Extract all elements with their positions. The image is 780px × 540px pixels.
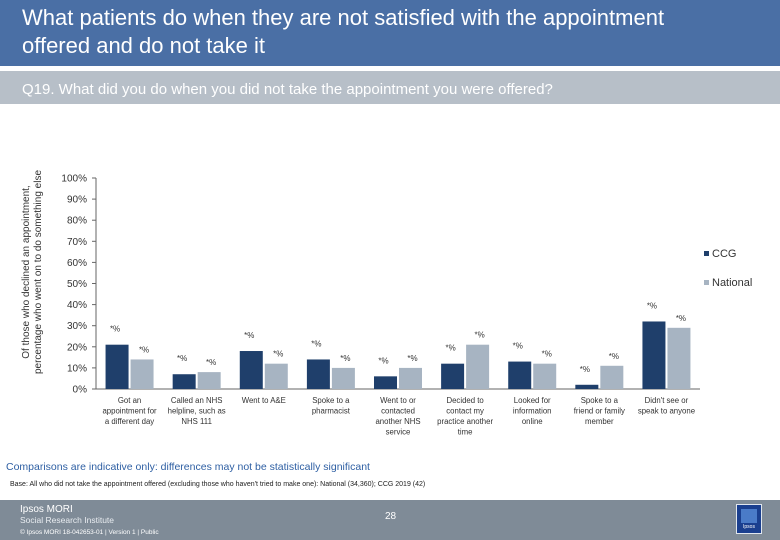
bar-ccg <box>575 384 599 389</box>
bar-ccg <box>172 374 196 389</box>
data-label-national: *% <box>273 350 283 359</box>
data-label-ccg: *% <box>580 365 590 374</box>
legend-label-national: National <box>712 277 752 289</box>
bar-national <box>399 367 422 389</box>
bar-national <box>667 327 691 389</box>
bar-ccg <box>508 361 532 389</box>
base-note: Base: All who did not take the appointme… <box>10 481 426 488</box>
data-label-national: *% <box>609 352 619 361</box>
bar-chart: 0% 10% 20% 30% 40% 50% 60% 70% 80% 90% 100% *% *% Got… <box>61 174 752 437</box>
comparison-note: Comparisons are indicative only: differe… <box>6 461 370 473</box>
category-label: information <box>513 407 552 416</box>
bar-ccg <box>239 351 263 389</box>
bar-ccg <box>374 376 397 389</box>
page-title: What patients do when they are not satis… <box>22 5 665 58</box>
bar-ccg <box>441 363 465 389</box>
data-label-ccg: *% <box>311 339 321 348</box>
category-label: helpline, such as <box>168 407 226 416</box>
bar-national <box>130 359 154 389</box>
brand-name: Ipsos MORI <box>20 504 73 515</box>
category-label: another NHS <box>375 417 420 426</box>
y-tick-label: 70% <box>67 237 87 248</box>
data-label-ccg: *% <box>513 342 523 351</box>
data-label-ccg: *% <box>244 331 254 340</box>
question-bar: Q19. What did you do when you did not ta… <box>0 71 780 104</box>
page-number: 28 <box>385 511 397 522</box>
category-label: Spoke to a <box>581 396 619 405</box>
y-tick-label: 10% <box>67 363 87 374</box>
brand-logo: Ipsos MORI Social Research Institute <box>20 504 114 526</box>
y-tick-label: 40% <box>67 300 87 311</box>
footer-bar: Ipsos MORI Social Research Institute © I… <box>0 500 780 540</box>
y-tick-label: 100% <box>61 174 87 185</box>
bar-ccg <box>642 321 666 389</box>
category-label: practice another <box>437 417 493 426</box>
y-tick-label: 80% <box>67 216 87 227</box>
category-label: contact my <box>446 407 484 416</box>
y-tick-label: 30% <box>67 321 87 332</box>
data-label-national: *% <box>407 354 417 363</box>
category-label: time <box>458 428 473 437</box>
title-bar: What patients do when they are not satis… <box>0 0 780 66</box>
data-label-ccg: *% <box>110 325 120 334</box>
category-label: Spoke to a <box>312 396 350 405</box>
bar-national <box>466 344 490 389</box>
bar-national <box>533 363 557 389</box>
data-label-ccg: *% <box>378 356 388 365</box>
bar-national <box>197 372 221 389</box>
data-label-ccg: *% <box>647 301 657 310</box>
y-tick-label: 0% <box>73 385 88 396</box>
legend-label-ccg: CCG <box>712 248 736 260</box>
category-label: Called an NHS <box>171 396 223 405</box>
category-label: Went to or <box>380 396 416 405</box>
bar-ccg <box>105 344 129 389</box>
bar-national <box>331 367 355 389</box>
data-label-national: *% <box>676 314 686 323</box>
category-label: member <box>585 417 614 426</box>
ipsos-badge-icon: Ipsos <box>736 504 762 534</box>
bar-national <box>600 365 624 389</box>
y-tick-label: 60% <box>67 258 87 269</box>
category-label: Went to A&E <box>242 396 286 405</box>
category-label: service <box>386 428 411 437</box>
copyright-text: © Ipsos MORI 18-042653-01 | Version 1 | … <box>20 529 159 536</box>
question-text: Q19. What did you do when you did not ta… <box>22 81 553 98</box>
category-label: a different day <box>105 417 154 426</box>
y-tick-label: 50% <box>67 279 87 290</box>
y-tick-label: 20% <box>67 342 87 353</box>
data-label-national: *% <box>206 358 216 367</box>
legend-swatch-national <box>704 280 709 285</box>
category-label: online <box>522 417 543 426</box>
legend-swatch-ccg <box>704 251 709 256</box>
category-label: Looked for <box>514 396 551 405</box>
data-label-ccg: *% <box>177 354 187 363</box>
brand-subtitle: Social Research Institute <box>20 515 115 525</box>
category-label: friend or family <box>574 407 625 416</box>
data-label-national: *% <box>474 331 484 340</box>
category-label: pharmacist <box>312 407 351 416</box>
data-label-national: *% <box>340 354 350 363</box>
bar-national <box>264 363 288 389</box>
bar-ccg <box>306 359 330 389</box>
data-label-national: *% <box>542 350 552 359</box>
category-label: contacted <box>381 407 415 416</box>
category-label: appointment for <box>102 407 157 416</box>
category-label: speak to anyone <box>638 407 695 416</box>
badge-block <box>741 509 757 523</box>
category-label: Got an <box>118 396 141 405</box>
data-label-ccg: *% <box>445 344 455 353</box>
y-tick-label: 90% <box>67 195 87 206</box>
category-label: NHS 111 <box>181 417 211 426</box>
category-label: Didn't see or <box>645 396 689 405</box>
data-label-national: *% <box>139 345 149 354</box>
category-label: Decided to <box>446 396 484 405</box>
badge-text: Ipsos <box>743 524 755 530</box>
